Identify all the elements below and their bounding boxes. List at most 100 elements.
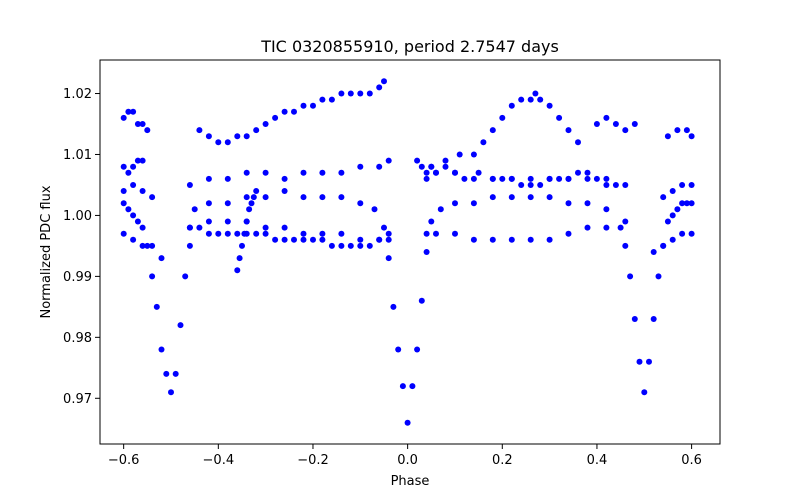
- data-point: [248, 200, 255, 207]
- data-point: [527, 236, 534, 243]
- x-tick-label: 0.2: [492, 453, 513, 468]
- data-point: [385, 255, 392, 262]
- data-point: [281, 224, 288, 231]
- data-point: [281, 236, 288, 243]
- data-point: [679, 182, 686, 188]
- data-point: [234, 133, 241, 140]
- data-point: [262, 121, 269, 127]
- data-point: [532, 90, 539, 97]
- data-point: [366, 242, 373, 249]
- data-point: [674, 127, 681, 134]
- data-point: [177, 322, 184, 329]
- data-point: [537, 96, 544, 103]
- data-point: [125, 169, 132, 176]
- data-point: [636, 358, 643, 365]
- data-point: [120, 230, 127, 237]
- x-tick-label: −0.2: [297, 453, 329, 468]
- data-point: [385, 157, 392, 164]
- data-point: [357, 163, 364, 170]
- data-point: [674, 206, 681, 213]
- data-point: [399, 383, 406, 390]
- data-point: [134, 121, 141, 127]
- data-point: [390, 303, 397, 310]
- data-point: [428, 218, 435, 225]
- data-point: [688, 182, 695, 188]
- data-point: [281, 175, 288, 182]
- data-point: [182, 273, 189, 280]
- data-point: [153, 303, 160, 310]
- data-point: [565, 230, 572, 237]
- data-point: [130, 236, 137, 243]
- data-point: [584, 224, 591, 231]
- data-point: [158, 346, 165, 353]
- data-point: [546, 194, 553, 201]
- data-point: [224, 139, 231, 146]
- data-point: [239, 242, 245, 249]
- data-point: [527, 175, 534, 182]
- data-point: [215, 139, 222, 146]
- data-point: [224, 230, 231, 237]
- y-tick-label: 1.01: [63, 148, 92, 163]
- data-point: [565, 175, 572, 182]
- y-tick-label: 0.97: [63, 392, 92, 407]
- data-point: [300, 236, 307, 243]
- data-point: [508, 236, 515, 243]
- data-point: [565, 200, 572, 207]
- data-point: [130, 182, 137, 188]
- data-point: [508, 175, 515, 182]
- data-point: [617, 224, 624, 231]
- data-point: [120, 200, 127, 207]
- data-point: [556, 175, 563, 182]
- data-point: [144, 242, 151, 249]
- data-point: [205, 133, 212, 140]
- data-point: [395, 346, 402, 353]
- data-point: [584, 175, 591, 182]
- data-point: [499, 175, 506, 182]
- data-point: [319, 236, 326, 243]
- data-point: [627, 273, 634, 280]
- data-point: [489, 236, 496, 243]
- data-point: [215, 230, 222, 237]
- x-tick-label: −0.6: [108, 453, 140, 468]
- data-point: [646, 358, 652, 365]
- data-point: [650, 249, 657, 255]
- data-point: [376, 84, 383, 91]
- data-point: [291, 236, 297, 243]
- data-point: [139, 121, 146, 127]
- x-tick-label: 0.4: [587, 453, 608, 468]
- data-point: [120, 188, 127, 194]
- data-point: [120, 114, 127, 121]
- data-point: [163, 370, 170, 377]
- y-tick-label: 0.98: [63, 331, 92, 346]
- data-point: [470, 200, 477, 207]
- data-point: [347, 242, 354, 249]
- data-point: [423, 169, 430, 176]
- data-point: [418, 297, 425, 304]
- data-point: [556, 114, 563, 121]
- x-tick-label: 0.6: [681, 453, 702, 468]
- plot-frame: [99, 59, 721, 445]
- data-point: [243, 230, 250, 237]
- data-point: [357, 90, 364, 97]
- data-point: [205, 175, 212, 182]
- data-point: [319, 230, 326, 237]
- data-point: [262, 230, 269, 237]
- data-point: [243, 194, 250, 201]
- data-point: [688, 200, 695, 207]
- y-axis-label: Normalized PDC flux: [39, 185, 54, 318]
- data-point: [641, 389, 648, 396]
- data-point: [130, 163, 137, 170]
- data-point: [688, 230, 695, 237]
- data-point: [236, 255, 243, 262]
- data-point: [489, 127, 496, 134]
- y-tick-label: 0.99: [63, 270, 92, 285]
- data-point: [262, 224, 269, 231]
- data-point: [385, 236, 392, 243]
- data-point: [158, 255, 165, 262]
- data-point: [423, 230, 430, 237]
- data-point: [328, 242, 335, 249]
- data-point: [409, 383, 416, 390]
- data-point: [546, 236, 553, 243]
- data-point: [433, 230, 439, 237]
- data-point: [683, 200, 690, 207]
